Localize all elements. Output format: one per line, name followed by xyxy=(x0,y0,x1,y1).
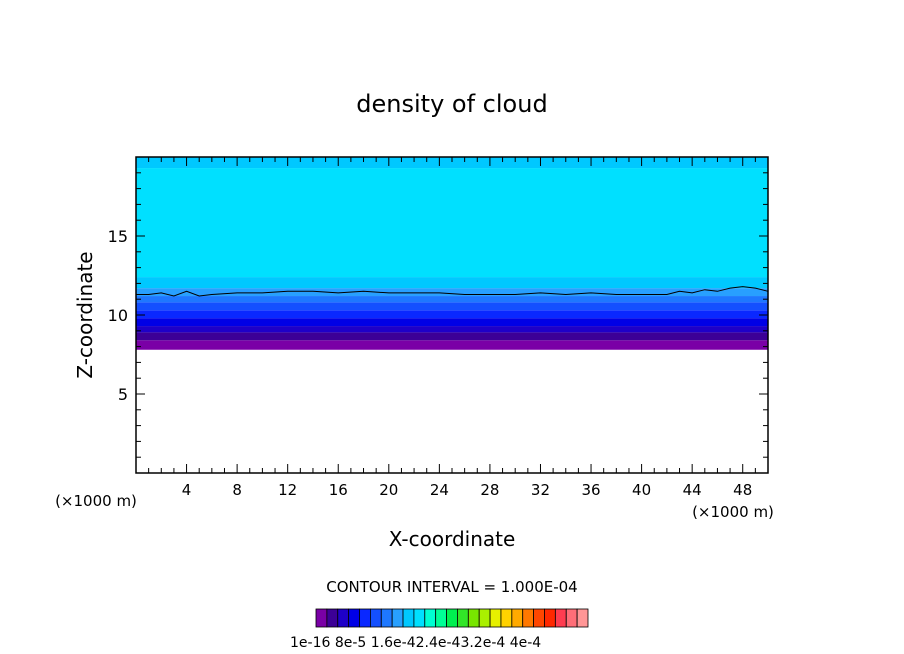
x-tick-label-9: 40 xyxy=(632,481,651,499)
x-tick-label-1: 8 xyxy=(232,481,242,499)
colorbar xyxy=(315,608,589,628)
colorbar-swatch-4 xyxy=(359,608,371,628)
x-tick-label-2: 12 xyxy=(278,481,297,499)
colorbar-swatch-18 xyxy=(511,608,524,628)
x-tick-label-8: 36 xyxy=(581,481,600,499)
colorbar-tick-labels: 1e-16 8e-5 1.6e-42.4e-43.2e-4 4e-4 xyxy=(290,635,541,651)
colorbar-swatch-14 xyxy=(467,608,480,628)
x-tick-label-10: 44 xyxy=(683,481,702,499)
density-band-6 xyxy=(136,296,768,303)
colorbar-swatch-15 xyxy=(478,608,491,628)
y-axis-label: Z-coordinate xyxy=(73,251,97,378)
density-band-7 xyxy=(136,288,768,297)
x-tick-label-4: 20 xyxy=(379,481,398,499)
density-band-0 xyxy=(136,340,768,350)
colorbar-swatch-20 xyxy=(533,608,545,628)
colorbar-swatch-6 xyxy=(380,608,393,628)
colorbar-swatch-3 xyxy=(348,608,360,628)
colorbar-swatch-7 xyxy=(391,608,404,628)
x-tick-label-7: 32 xyxy=(531,481,550,499)
x-tick-label-11: 48 xyxy=(733,481,752,499)
colorbar-swatch-9 xyxy=(413,608,426,628)
density-band-8 xyxy=(136,277,768,289)
colorbar-swatch-24 xyxy=(576,608,589,628)
colorbar-swatch-21 xyxy=(544,608,556,628)
x-unit-right: (×1000 m) xyxy=(692,503,774,521)
density-band-1 xyxy=(136,332,768,341)
density-band-3 xyxy=(136,318,768,327)
y-tick-label-0: 5 xyxy=(118,385,128,404)
x-tick-label-6: 28 xyxy=(480,481,499,499)
colorbar-swatch-0 xyxy=(315,608,328,628)
x-tick-label-0: 4 xyxy=(182,481,192,499)
colorbar-swatch-11 xyxy=(435,608,447,628)
colorbar-swatch-16 xyxy=(489,608,502,628)
colorbar-swatch-23 xyxy=(565,608,578,628)
contour-interval-label: CONTOUR INTERVAL = 1.000E-04 xyxy=(326,578,577,596)
colorbar-swatch-2 xyxy=(337,608,350,628)
contour-line xyxy=(136,286,769,297)
x-unit-left: (×1000 m) xyxy=(55,492,137,510)
colorbar-swatch-8 xyxy=(402,608,415,628)
x-axis-label: X-coordinate xyxy=(389,527,516,551)
colorbar-swatch-19 xyxy=(522,608,534,628)
density-band-5 xyxy=(136,302,768,311)
density-band-2 xyxy=(136,326,768,333)
colorbar-swatch-1 xyxy=(326,608,339,628)
x-tick-label-3: 16 xyxy=(329,481,348,499)
colorbar-swatch-17 xyxy=(500,608,513,628)
colorbar-swatch-5 xyxy=(369,608,382,628)
density-band-10 xyxy=(136,157,768,169)
colorbar-swatch-13 xyxy=(457,608,469,628)
density-band-4 xyxy=(136,310,768,319)
y-tick-label-1: 10 xyxy=(108,306,128,325)
colorbar-swatch-12 xyxy=(446,608,458,628)
colorbar-swatch-22 xyxy=(554,608,567,628)
density-band-9 xyxy=(136,168,768,278)
y-tick-label-2: 15 xyxy=(108,227,128,246)
colorbar-swatch-10 xyxy=(424,608,437,628)
chart-title: density of cloud xyxy=(356,90,547,118)
x-tick-label-5: 24 xyxy=(430,481,449,499)
